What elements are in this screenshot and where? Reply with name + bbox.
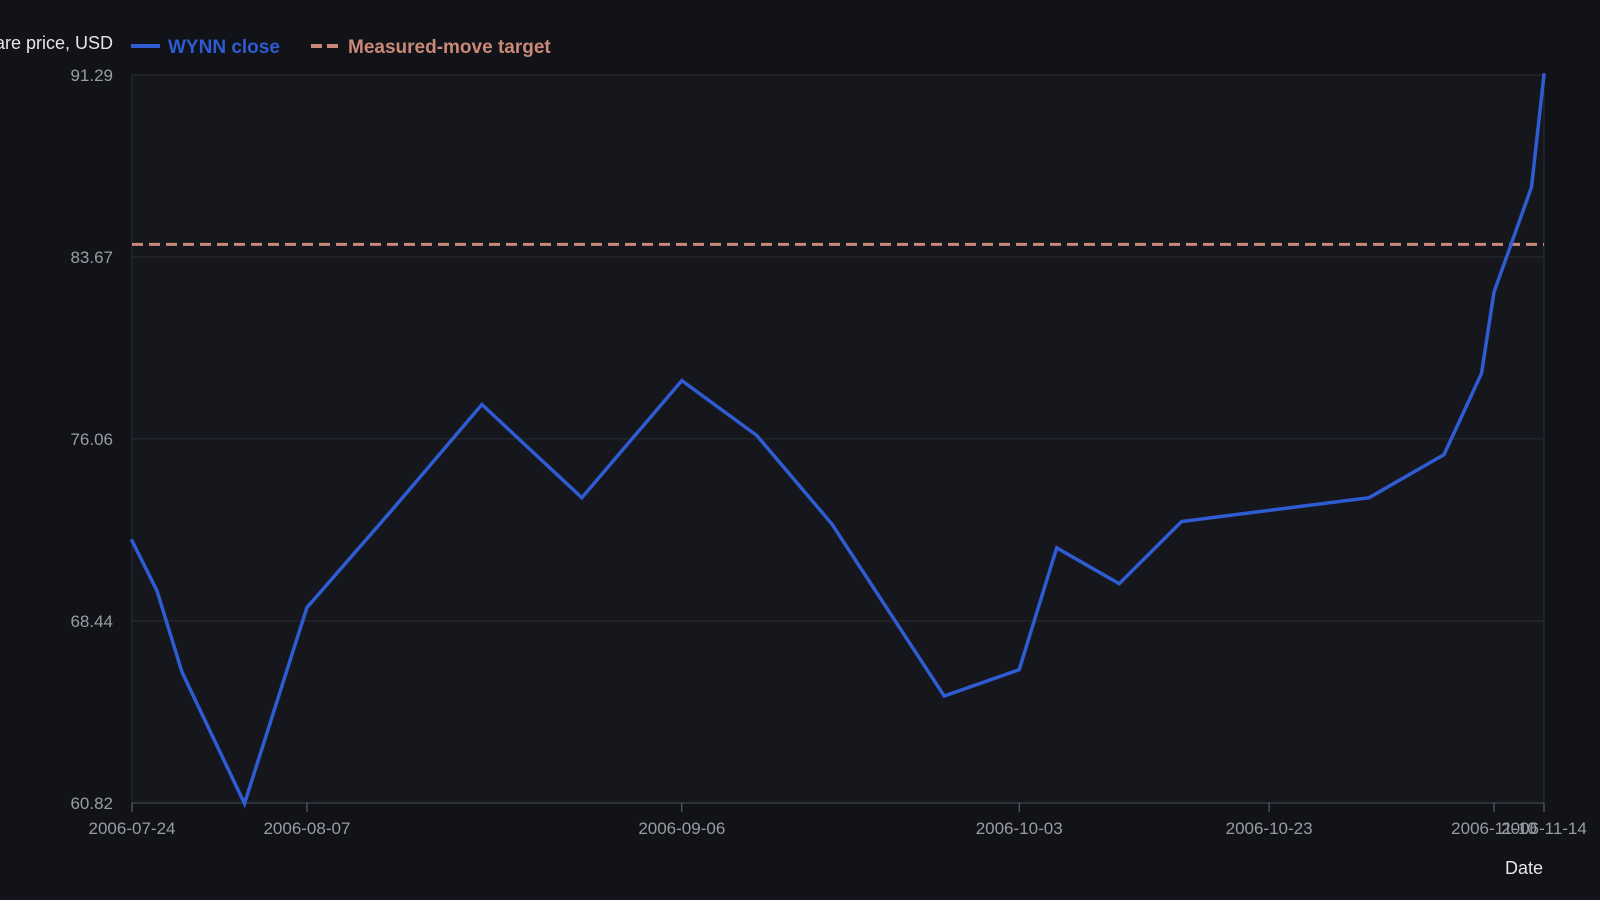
series-layer (130, 73, 1546, 809)
grid-lines (132, 74, 1544, 804)
legend-label-target: Measured-move target (348, 37, 551, 58)
x-tick-label: 2006-09-06 (638, 819, 725, 838)
y-tick-label: 60.82 (70, 794, 113, 813)
x-tick-label: 2006-10-23 (1226, 819, 1313, 838)
y-tick-label: 76.06 (70, 430, 113, 449)
x-axis: 2006-07-24 2006-08-07 2006-09-06 2006-10-03… (89, 802, 1587, 838)
y-axis: 60.82 68.44 76.06 83.67 91.29 (70, 66, 113, 813)
x-tick-label: 2006-11-14 (1501, 819, 1587, 838)
x-tick-label: 2006-07-24 (89, 819, 176, 838)
y-tick-label: 68.44 (70, 612, 113, 631)
y-tick-label: 91.29 (70, 66, 113, 85)
x-tick-label: 2006-08-07 (263, 819, 350, 838)
legend-label-close: WYNN close (168, 37, 280, 58)
x-axis-label: Date (1505, 858, 1543, 878)
close-price-line (130, 73, 1546, 809)
y-tick-label: 83.67 (70, 248, 113, 267)
y-axis-label: Share price, USD (0, 33, 113, 53)
legend: WYNN close Measured-move target (131, 37, 551, 58)
x-tick-label: 2006-10-03 (976, 819, 1063, 838)
x-tick-label: 2006-11-10 (1451, 819, 1537, 838)
